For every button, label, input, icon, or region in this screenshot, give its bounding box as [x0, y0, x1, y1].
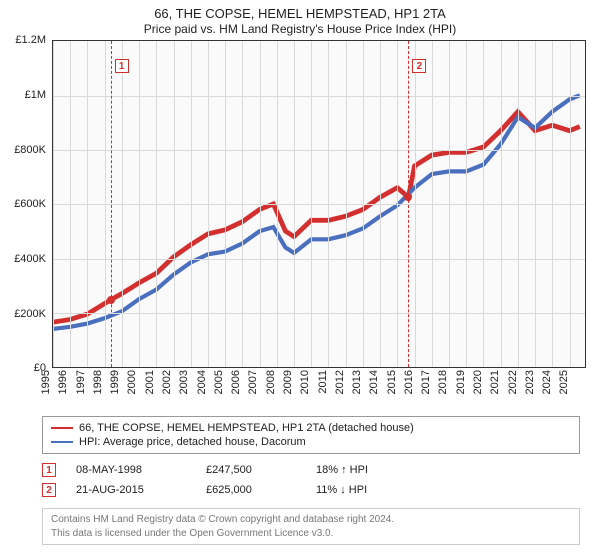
event-marker	[404, 193, 412, 201]
transaction-delta: 18% ↑ HPI	[316, 464, 426, 476]
legend-item: 66, THE COPSE, HEMEL HEMPSTEAD, HP1 2TA …	[51, 421, 571, 435]
chart-container: 66, THE COPSE, HEMEL HEMPSTEAD, HP1 2TA …	[0, 0, 600, 560]
legend-label: 66, THE COPSE, HEMEL HEMPSTEAD, HP1 2TA …	[79, 422, 414, 434]
x-axis-labels: 1995199619971998199920002001200220032004…	[52, 368, 586, 410]
x-tick-label: 2011	[317, 370, 329, 394]
x-tick-label: 2015	[385, 370, 397, 394]
transaction-price: £625,000	[206, 484, 296, 496]
legend-label: HPI: Average price, detached house, Daco…	[79, 436, 306, 448]
y-tick-label: £1M	[25, 89, 52, 101]
x-tick-label: 2013	[351, 370, 363, 394]
legend-swatch	[51, 427, 73, 429]
x-tick-label: 2009	[282, 370, 294, 394]
event-marker	[107, 296, 115, 304]
x-tick-label: 2023	[524, 370, 536, 394]
transaction-badge: 2	[42, 483, 56, 497]
event-badge: 2	[412, 59, 426, 73]
x-tick-label: 2010	[299, 370, 311, 394]
transaction-date: 21-AUG-2015	[76, 484, 186, 496]
x-tick-label: 1998	[92, 370, 104, 394]
transaction-delta: 11% ↓ HPI	[316, 484, 426, 496]
x-tick-label: 2025	[558, 370, 570, 394]
y-tick-label: £800K	[14, 144, 52, 156]
page-subtitle: Price paid vs. HM Land Registry's House …	[10, 22, 590, 36]
x-tick-label: 1995	[40, 370, 52, 394]
x-tick-label: 2016	[403, 370, 415, 394]
x-tick-label: 2022	[506, 370, 518, 394]
page-title: 66, THE COPSE, HEMEL HEMPSTEAD, HP1 2TA	[10, 6, 590, 22]
transaction-price: £247,500	[206, 464, 296, 476]
footer-line: Contains HM Land Registry data © Crown c…	[51, 513, 571, 527]
x-tick-label: 2000	[126, 370, 138, 394]
x-tick-label: 2007	[247, 370, 259, 394]
event-line	[408, 41, 409, 367]
x-tick-label: 1997	[74, 370, 86, 394]
event-line	[111, 41, 112, 367]
x-tick-label: 2001	[143, 370, 155, 394]
x-tick-label: 2020	[472, 370, 484, 394]
legend: 66, THE COPSE, HEMEL HEMPSTEAD, HP1 2TA …	[42, 416, 580, 454]
y-tick-label: £1.2M	[15, 34, 52, 46]
attribution-footer: Contains HM Land Registry data © Crown c…	[42, 508, 580, 545]
x-tick-label: 2019	[455, 370, 467, 394]
x-tick-label: 2017	[420, 370, 432, 394]
x-tick-label: 2005	[213, 370, 225, 394]
x-tick-label: 2024	[541, 370, 553, 394]
x-tick-label: 2008	[264, 370, 276, 394]
plot-area: 12 £0£200K£400K£600K£800K£1M£1.2M	[52, 40, 586, 368]
transactions: 1 08-MAY-1998 £247,500 18% ↑ HPI 2 21-AUG-201…	[42, 460, 580, 500]
x-tick-label: 2021	[489, 370, 501, 394]
x-tick-label: 2014	[368, 370, 380, 394]
transaction-badge: 1	[42, 463, 56, 477]
x-tick-label: 2018	[437, 370, 449, 394]
plot: 12	[52, 40, 586, 368]
x-tick-label: 2003	[178, 370, 190, 394]
footer-line: This data is licensed under the Open Gov…	[51, 527, 571, 541]
x-tick-label: 2004	[195, 370, 207, 394]
x-tick-label: 2012	[334, 370, 346, 394]
transaction-date: 08-MAY-1998	[76, 464, 186, 476]
x-tick-label: 2002	[161, 370, 173, 394]
y-tick-label: £400K	[14, 253, 52, 265]
legend-swatch	[51, 441, 73, 443]
y-tick-label: £600K	[14, 198, 52, 210]
x-tick-label: 2006	[230, 370, 242, 394]
event-badge: 1	[115, 59, 129, 73]
y-tick-label: £200K	[14, 308, 52, 320]
x-tick-label: 1996	[57, 370, 69, 394]
transaction-row: 2 21-AUG-2015 £625,000 11% ↓ HPI	[42, 480, 580, 500]
legend-item: HPI: Average price, detached house, Daco…	[51, 435, 571, 449]
transaction-row: 1 08-MAY-1998 £247,500 18% ↑ HPI	[42, 460, 580, 480]
x-tick-label: 1999	[109, 370, 121, 394]
